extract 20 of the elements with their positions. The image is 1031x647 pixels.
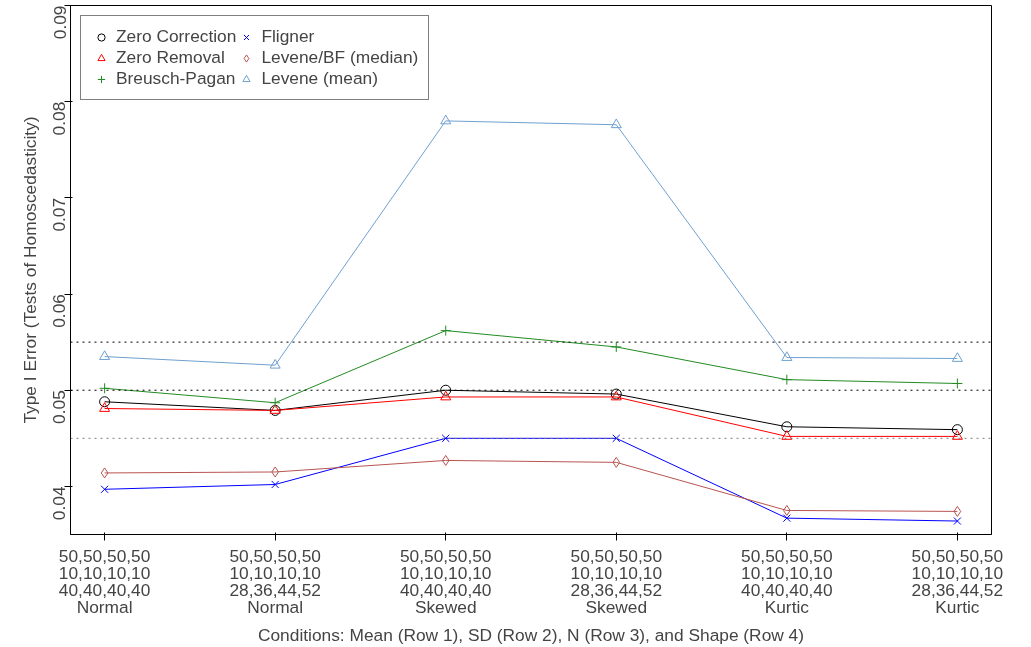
x-tick-label: 50,50,50,50 10,10,10,10 28,36,44,52 Kurtic <box>911 545 1004 617</box>
x-tick-label: 50,50,50,50 10,10,10,10 28,36,44,52 Skewed <box>570 545 663 617</box>
y-tick-label: 0.06 <box>49 294 70 328</box>
y-tick-label: 0.09 <box>49 5 70 40</box>
x-tick-label: 50,50,50,50 10,10,10,10 40,40,40,40 Kurtic <box>741 545 833 617</box>
y-tick-label: 0.04 <box>49 486 70 521</box>
legend-label: Levene/BF (median) <box>261 47 419 68</box>
legend-label: Levene (mean) <box>261 68 378 89</box>
legend-label: Fligner <box>261 26 315 47</box>
y-axis-title: Type I Error (Tests of Homoscedasticity) <box>19 116 40 424</box>
x-tick-label: 50,50,50,50 10,10,10,10 40,40,40,40 Skewed <box>399 545 492 617</box>
legend-label: Breusch-Pagan <box>116 68 236 89</box>
x-tick-label: 50,50,50,50 10,10,10,10 28,36,44,52 Normal <box>229 545 321 617</box>
x-axis-title: Conditions: Mean (Row 1), SD (Row 2), N (Row 3), and Shape (Row 4) <box>257 624 805 645</box>
x-tick-label: 50,50,50,50 10,10,10,10 40,40,40,40 Normal <box>58 545 151 617</box>
y-tick-label: 0.08 <box>49 101 70 136</box>
legend-label: Zero Correction <box>116 26 237 47</box>
y-tick-label: 0.05 <box>49 390 70 424</box>
legend-label: Zero Removal <box>116 47 225 68</box>
y-tick-label: 0.07 <box>49 197 70 232</box>
